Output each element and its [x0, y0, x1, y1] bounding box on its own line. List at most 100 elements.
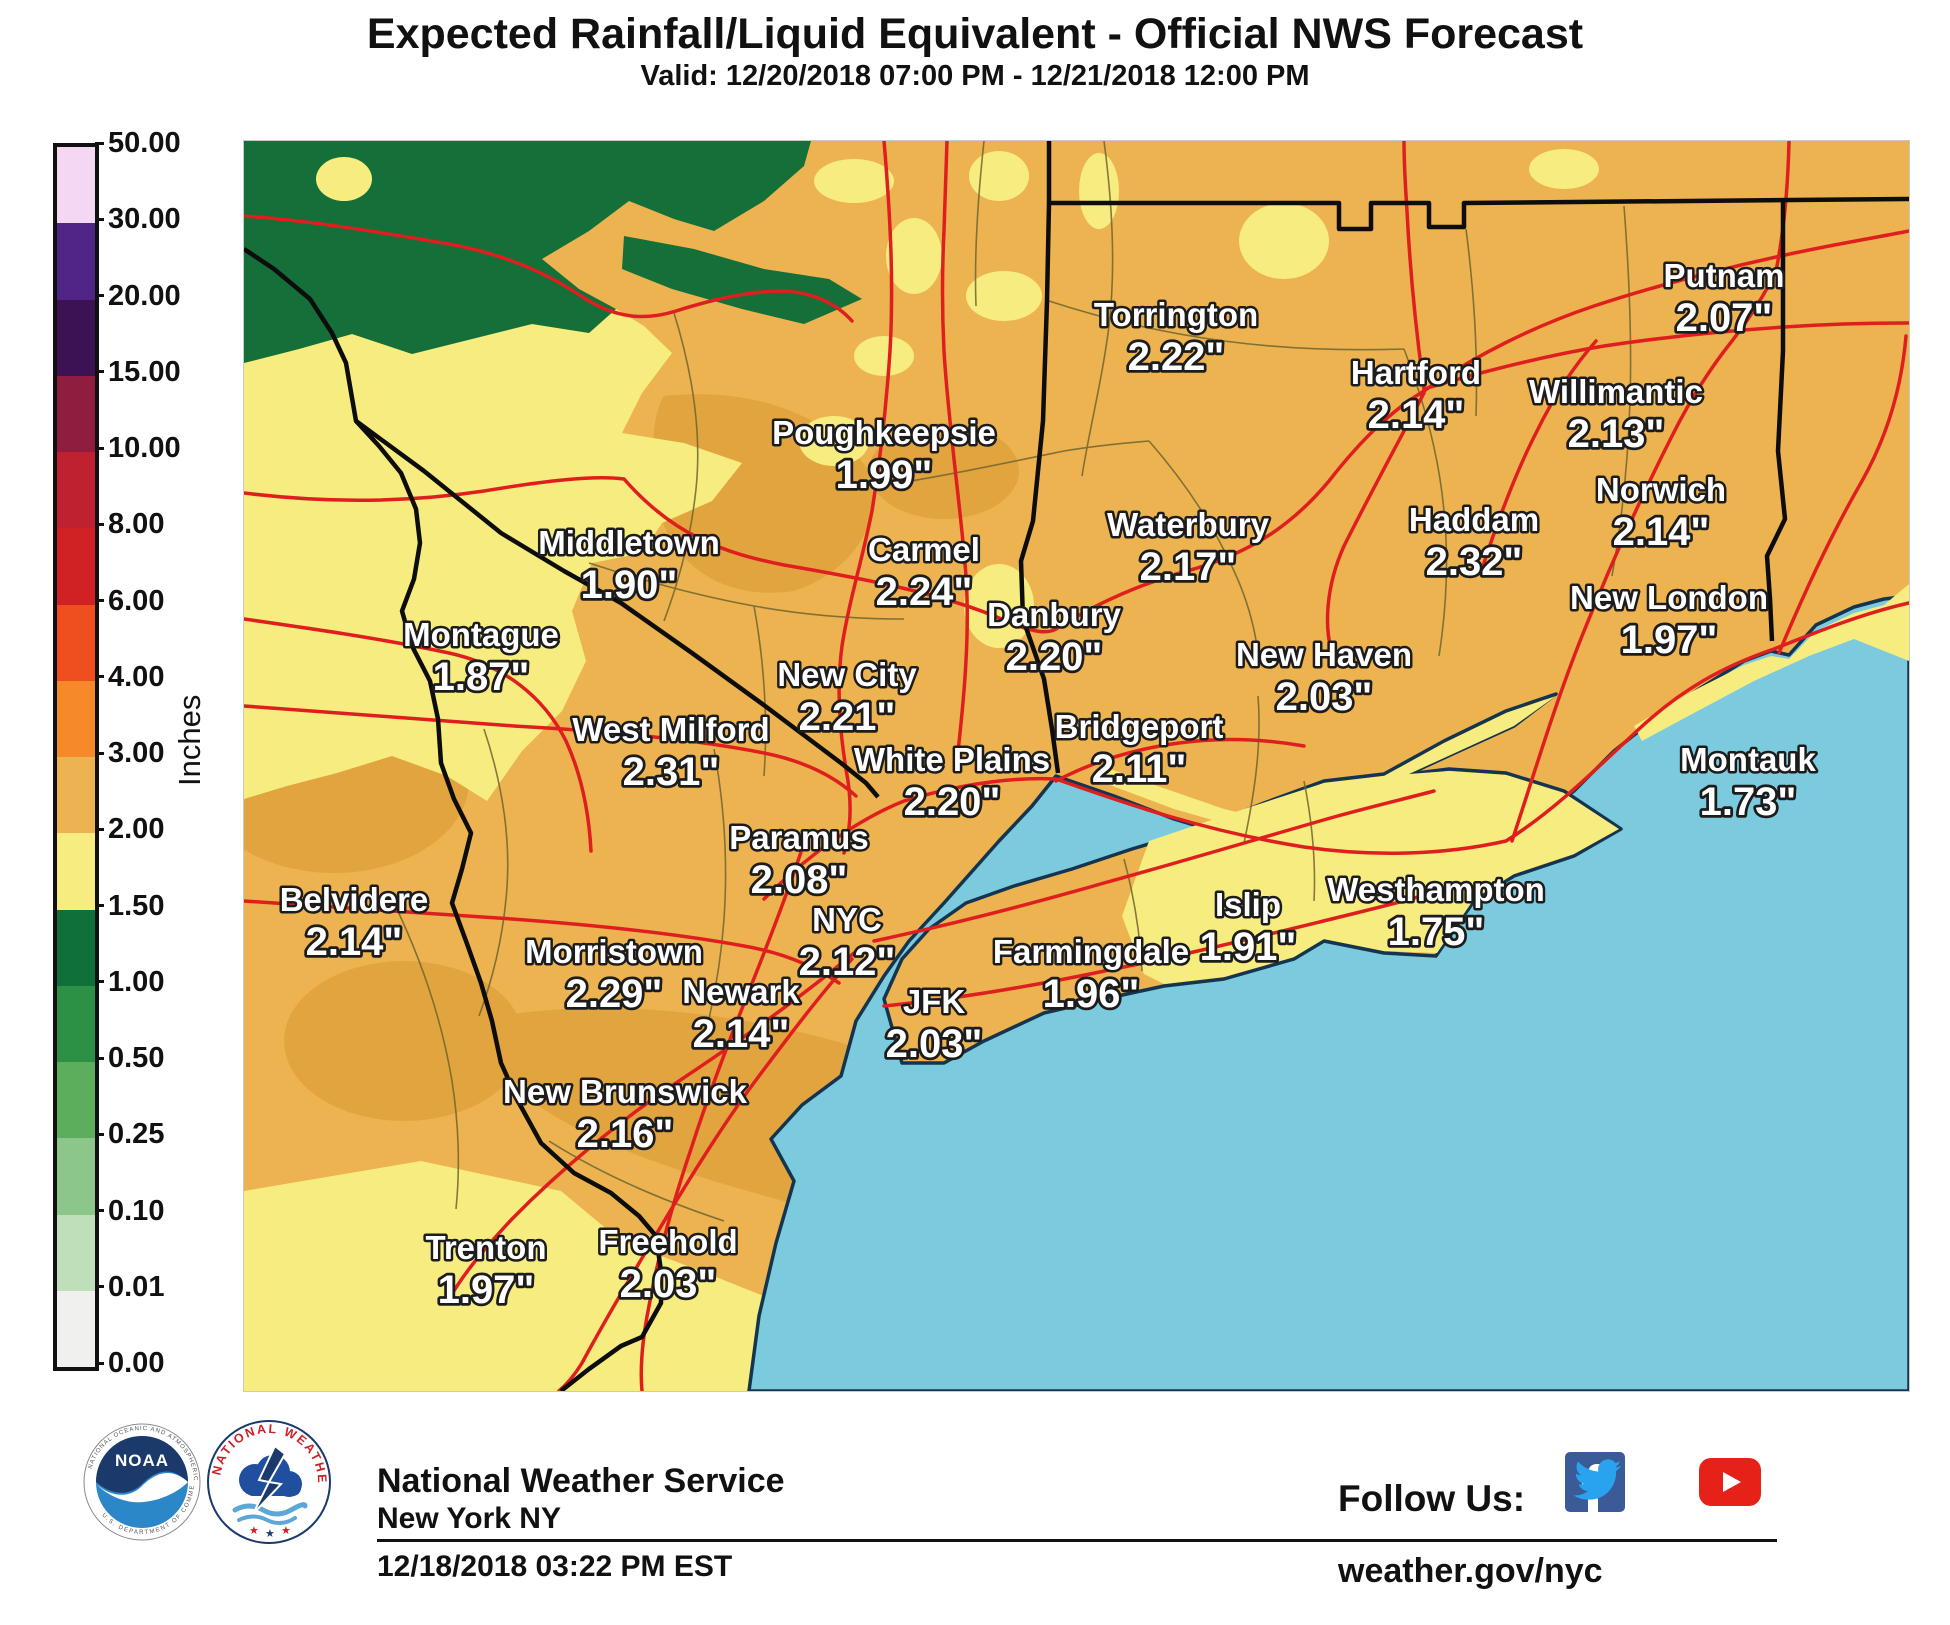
legend-tick-label: 1.00: [108, 965, 165, 998]
legend-segment: [57, 985, 95, 1062]
station-name: Paramus: [729, 819, 868, 856]
legend-tick-label: 6.00: [108, 584, 165, 617]
follow-us-label: Follow Us:: [1338, 1478, 1526, 1519]
station-name: Poughkeepsie: [772, 414, 996, 451]
station-value: 2.29": [566, 972, 663, 1016]
legend-tick: [95, 1361, 104, 1365]
legend-tick: [95, 217, 104, 221]
station-value: 1.96": [1043, 972, 1140, 1016]
station-value: 2.14": [693, 1012, 790, 1056]
station-value: 2.21": [799, 695, 896, 739]
station-value: 1.75": [1388, 910, 1485, 954]
station-name: Morristown: [525, 933, 703, 970]
legend-tick: [95, 1056, 104, 1060]
station-value: 2.14": [1613, 510, 1710, 554]
station-name: JFK: [903, 983, 966, 1020]
legend-tick-label: 50.00: [108, 127, 181, 159]
station-value: 2.17": [1140, 545, 1237, 589]
station-value: 1.97": [438, 1268, 535, 1312]
station-value: 2.07": [1676, 296, 1773, 340]
legend-tick-label: 2.00: [108, 813, 165, 846]
station-name: Torrington: [1094, 296, 1258, 333]
legend-segment: [57, 1214, 95, 1291]
legend-tick: [95, 446, 104, 450]
legend-tick-label: 0.50: [108, 1042, 165, 1074]
station-name: New London: [1570, 579, 1768, 616]
station-value: 1.73": [1700, 780, 1797, 824]
station-value: 2.24": [876, 570, 973, 614]
station-name: West Milford: [572, 711, 769, 748]
svg-text:★: ★: [281, 1525, 291, 1537]
svg-text:★: ★: [249, 1525, 259, 1537]
station-name: Hartford: [1351, 354, 1481, 391]
legend-tick-label: 20.00: [108, 279, 181, 312]
page-title: Expected Rainfall/Liquid Equivalent - Of…: [366, 10, 1584, 58]
station-value: 1.87": [433, 655, 530, 699]
legend-tick: [95, 827, 104, 831]
legend-tick-label: 15.00: [108, 355, 181, 388]
noaa-logo: NATIONAL OCEANIC AND ATMOSPHERIC ADMINIS…: [82, 1422, 201, 1541]
legend-tick: [95, 370, 104, 374]
green-hole-patch: [316, 157, 372, 201]
svg-text:★: ★: [265, 1528, 275, 1540]
twitter-icon: [1573, 1459, 1622, 1500]
station-name: Willimantic: [1529, 373, 1703, 410]
legend-tick: [95, 980, 104, 984]
station-value: 1.99": [836, 453, 933, 497]
green-rain-region: [244, 141, 862, 363]
legend-tick-label: 8.00: [108, 508, 165, 541]
station-name: New City: [777, 656, 917, 693]
valid-period: Valid: 12/20/2018 07:00 PM - 12/21/2018 …: [640, 60, 1310, 92]
nws-stars: ★ ★ ★: [249, 1525, 291, 1540]
station-value: 2.32": [1426, 540, 1523, 584]
legend-segment: [57, 909, 95, 986]
nws-logo: NATIONAL WEATHER SERVICE ★ ★ ★: [205, 1418, 331, 1544]
legend-segment: [57, 1290, 95, 1367]
station-name: Montague: [403, 616, 559, 653]
station-value: 1.91": [1200, 925, 1297, 969]
state-borders: [244, 141, 1909, 1391]
legend-tick: [95, 1209, 104, 1212]
station-value: 2.08": [751, 858, 848, 902]
station-name: Belvidere: [280, 881, 429, 918]
legend-tick-label: 1.50: [108, 889, 165, 922]
highways: [244, 141, 1909, 1391]
legend-tick: [95, 1132, 104, 1136]
footer-agency: National Weather Service: [377, 1462, 785, 1500]
legend-tick: [95, 599, 104, 602]
station-name: NYC: [812, 901, 882, 938]
station-name: New Haven: [1236, 636, 1412, 673]
legend-tick: [95, 751, 104, 755]
station-value: 2.11": [1092, 747, 1187, 791]
noaa-wordmark: NOAA: [115, 1451, 169, 1470]
nws-cloud-icon: [232, 1444, 308, 1525]
station-name: Freehold: [598, 1223, 737, 1260]
station-value: 2.20": [904, 780, 1001, 824]
station-name: New Brunswick: [503, 1073, 748, 1110]
legend-segment: [57, 528, 95, 605]
legend-unit-label: Inches: [172, 694, 207, 786]
station-value: 2.12": [799, 940, 896, 984]
station-name: Newark: [682, 973, 800, 1010]
station-name: White Plains: [854, 741, 1050, 778]
legend-segment: [57, 147, 95, 224]
station-value: 2.13": [1568, 412, 1665, 456]
station-name: Bridgeport: [1055, 708, 1224, 745]
legend-segment: [57, 223, 95, 300]
legend-tick-label: 3.00: [108, 737, 165, 769]
station-name: Trenton: [426, 1229, 547, 1266]
station-name: Norwich: [1596, 471, 1726, 508]
long-island-east-yellow: [1122, 696, 1619, 984]
station-name: Islip: [1215, 886, 1281, 923]
legend-segment: [57, 452, 95, 529]
website-url: weather.gov/nyc: [1338, 1552, 1603, 1590]
legend-segment: [57, 1062, 95, 1139]
legend-tick-label: 10.00: [108, 432, 181, 464]
station-value: 2.14": [1368, 393, 1465, 437]
station-value: 2.03": [1276, 675, 1373, 719]
legend-tick: [95, 675, 104, 679]
legend-tick: [95, 294, 104, 297]
station-value: 2.16": [577, 1112, 674, 1156]
